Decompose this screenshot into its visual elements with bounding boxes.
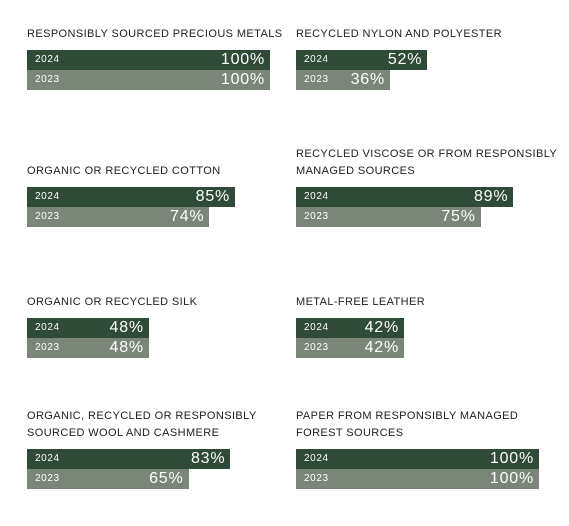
panel-title: RESPONSIBLY SOURCED PRECIOUS METALS xyxy=(27,28,283,40)
bar-2023: 2023 74% xyxy=(27,207,210,227)
bar-2024: 2024 52% xyxy=(296,50,428,70)
bar-value-label: 42% xyxy=(364,339,399,356)
bar-year-label: 2023 xyxy=(35,74,60,85)
bar-value-label: 42% xyxy=(364,319,399,336)
bar-year-label: 2023 xyxy=(35,342,60,353)
panel-paper-from-responsibly-managed-forest-sources: PAPER FROM RESPONSIBLY MANAGED FOREST SO… xyxy=(296,410,546,489)
bar-year-label: 2024 xyxy=(35,191,60,202)
bar-2024: 2024 100% xyxy=(296,449,539,469)
bar-2023: 2023 75% xyxy=(296,207,481,227)
bar-2024: 2024 100% xyxy=(27,50,270,70)
panel-title: RECYCLED VISCOSE OR FROM RESPONSIBLY MAN… xyxy=(296,148,557,177)
bar-value-label: 83% xyxy=(190,450,226,467)
panel-recycled-nylon-and-polyester: RECYCLED NYLON AND POLYESTER 2024 52% 2023 3… xyxy=(296,28,546,90)
panel-organic-recycled-or-responsibly-sourced-wool-and-cashmere: ORGANIC, RECYCLED OR RESPONSIBLY SOURCED… xyxy=(27,410,277,489)
bar-2024: 2024 89% xyxy=(296,187,514,207)
bar-2024: 2024 85% xyxy=(27,187,236,207)
bar-2023: 2023 48% xyxy=(27,338,149,358)
panel-title: RECYCLED NYLON AND POLYESTER xyxy=(296,28,502,40)
bar-year-label: 2023 xyxy=(304,211,329,222)
bar-year-label: 2024 xyxy=(35,453,60,464)
bar-value-label: 100% xyxy=(220,71,265,88)
panel-title: METAL-FREE LEATHER xyxy=(296,296,426,308)
bar-year-label: 2023 xyxy=(304,473,329,484)
bar-year-label: 2024 xyxy=(304,453,329,464)
bar-year-label: 2023 xyxy=(304,74,329,85)
bar-2024: 2024 83% xyxy=(27,449,231,469)
panel-organic-or-recycled-silk: ORGANIC OR RECYCLED SILK 2024 48% 2023 48% xyxy=(27,296,277,358)
bar-year-label: 2024 xyxy=(304,54,329,65)
bar-year-label: 2023 xyxy=(35,211,60,222)
bar-2023: 2023 100% xyxy=(296,469,539,489)
bar-year-label: 2024 xyxy=(35,322,60,333)
bar-year-label: 2023 xyxy=(304,342,329,353)
bar-2023: 2023 100% xyxy=(27,70,270,90)
panel-responsibly-sourced-precious-metals: RESPONSIBLY SOURCED PRECIOUS METALS 2024 1… xyxy=(27,28,282,90)
bar-value-label: 100% xyxy=(220,51,265,68)
panel-title: ORGANIC OR RECYCLED SILK xyxy=(27,296,198,308)
panel-title: ORGANIC OR RECYCLED COTTON xyxy=(27,165,221,177)
panel-recycled-viscose-or-from-responsibly-managed-sources: RECYCLED VISCOSE OR FROM RESPONSIBLY MAN… xyxy=(296,148,557,227)
bar-2024: 2024 48% xyxy=(27,318,149,338)
panel-title: PAPER FROM RESPONSIBLY MANAGED FOREST SO… xyxy=(296,410,519,439)
bar-year-label: 2024 xyxy=(304,322,329,333)
bar-value-label: 52% xyxy=(387,51,423,68)
bar-2023: 2023 36% xyxy=(296,70,391,90)
bar-value-label: 48% xyxy=(109,319,144,336)
bar-year-label: 2023 xyxy=(35,473,60,484)
panel-metal-free-leather: METAL-FREE LEATHER 2024 42% 2023 42% xyxy=(296,296,546,358)
bar-year-label: 2024 xyxy=(304,191,329,202)
bar-value-label: 48% xyxy=(109,339,144,356)
bar-2023: 2023 42% xyxy=(296,338,404,358)
panel-title: ORGANIC, RECYCLED OR RESPONSIBLY SOURCED… xyxy=(27,410,257,439)
bar-value-label: 100% xyxy=(489,450,534,467)
bar-value-label: 85% xyxy=(195,188,231,205)
bar-2023: 2023 65% xyxy=(27,469,189,489)
bar-year-label: 2024 xyxy=(35,54,60,65)
bar-value-label: 36% xyxy=(350,71,386,88)
bar-2024: 2024 42% xyxy=(296,318,404,338)
bar-value-label: 89% xyxy=(473,188,509,205)
panel-organic-or-recycled-cotton: ORGANIC OR RECYCLED COTTON 2024 85% 2023 74% xyxy=(27,165,277,227)
bar-value-label: 100% xyxy=(489,470,534,487)
bar-value-label: 75% xyxy=(441,208,476,225)
bar-value-label: 65% xyxy=(149,470,184,487)
bar-value-label: 74% xyxy=(170,208,205,225)
